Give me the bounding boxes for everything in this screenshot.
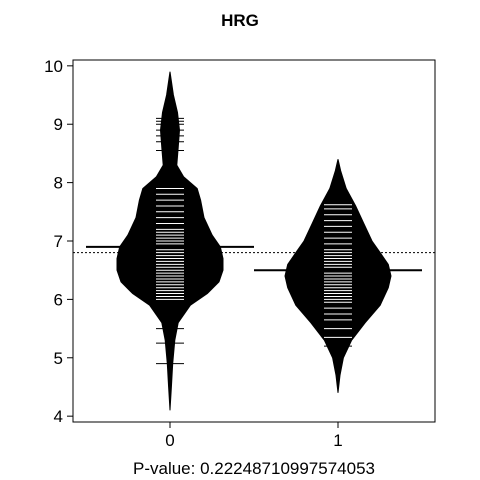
y-tick-label: 5 <box>54 349 63 368</box>
plot-area <box>73 71 435 411</box>
x-axis-label: P-value: 0.22248710997574053 <box>133 459 375 478</box>
chart-title: HRG <box>221 11 259 30</box>
bean-0 <box>86 71 254 411</box>
y-tick-label: 4 <box>54 407 63 426</box>
bean-1 <box>254 159 422 393</box>
y-tick-label: 7 <box>54 232 63 251</box>
y-tick-label: 10 <box>44 57 63 76</box>
y-tick-label: 9 <box>54 115 63 134</box>
y-axis: 4 5 6 7 8 9 10 <box>44 57 73 426</box>
y-tick-label: 8 <box>54 174 63 193</box>
x-tick-label: 1 <box>333 431 342 450</box>
x-tick-label: 0 <box>165 431 174 450</box>
y-tick-label: 6 <box>54 290 63 309</box>
